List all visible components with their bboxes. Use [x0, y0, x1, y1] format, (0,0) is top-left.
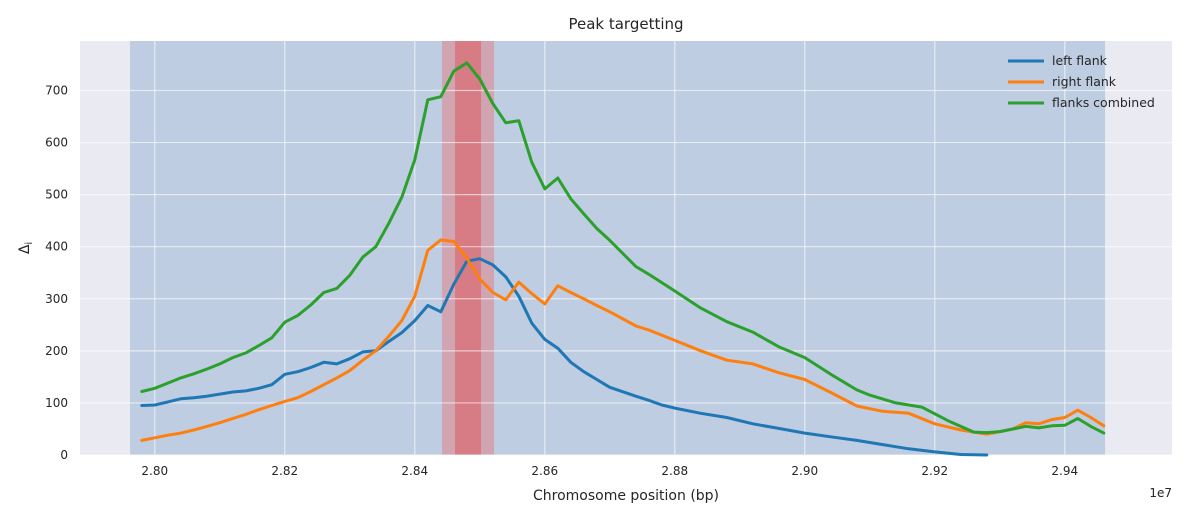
chart-title: Peak targetting — [568, 15, 683, 33]
series-lines — [140, 61, 1106, 457]
y-tick-label: 500 — [45, 188, 68, 202]
x-axis-label: Chromosome position (bp) — [533, 488, 719, 504]
x-tick-labels: 2.80 2.82 2.84 2.86 2.88 2.90 2.92 2.94 — [141, 464, 1078, 478]
y-tick-label: 0 — [60, 448, 68, 462]
series-line-right-flank — [140, 238, 1106, 442]
x-tick-label: 2.88 — [661, 464, 688, 478]
x-tick-label: 2.90 — [791, 464, 818, 478]
grid-lines — [80, 41, 1172, 456]
x-tick-label: 2.92 — [921, 464, 948, 478]
y-tick-label: 700 — [45, 83, 68, 97]
y-tick-label: 400 — [45, 240, 68, 254]
x-tick-label: 2.84 — [401, 464, 428, 478]
x-tick-label: 2.94 — [1051, 464, 1078, 478]
y-axis-label-subscript: i — [24, 242, 35, 245]
x-offset-label: 1e7 — [1149, 486, 1172, 500]
series-line-flanks-combined — [140, 61, 1106, 435]
y-tick-label: 100 — [45, 396, 68, 410]
y-axis-label: Δi — [17, 242, 35, 254]
legend: left flank right flank flanks combined — [1008, 53, 1155, 110]
y-axis-label-main: Δ — [17, 244, 33, 254]
legend-label: flanks combined — [1052, 95, 1155, 110]
legend-label: right flank — [1052, 74, 1117, 89]
x-tick-label: 2.86 — [531, 464, 558, 478]
series-line-left-flank — [140, 257, 989, 457]
y-tick-label: 300 — [45, 292, 68, 306]
y-tick-label: 600 — [45, 136, 68, 150]
y-tick-labels: 0 100 200 300 400 500 600 700 — [45, 83, 68, 462]
x-tick-label: 2.82 — [271, 464, 298, 478]
y-tick-label: 200 — [45, 344, 68, 358]
legend-label: left flank — [1052, 53, 1108, 68]
x-tick-label: 2.80 — [141, 464, 168, 478]
